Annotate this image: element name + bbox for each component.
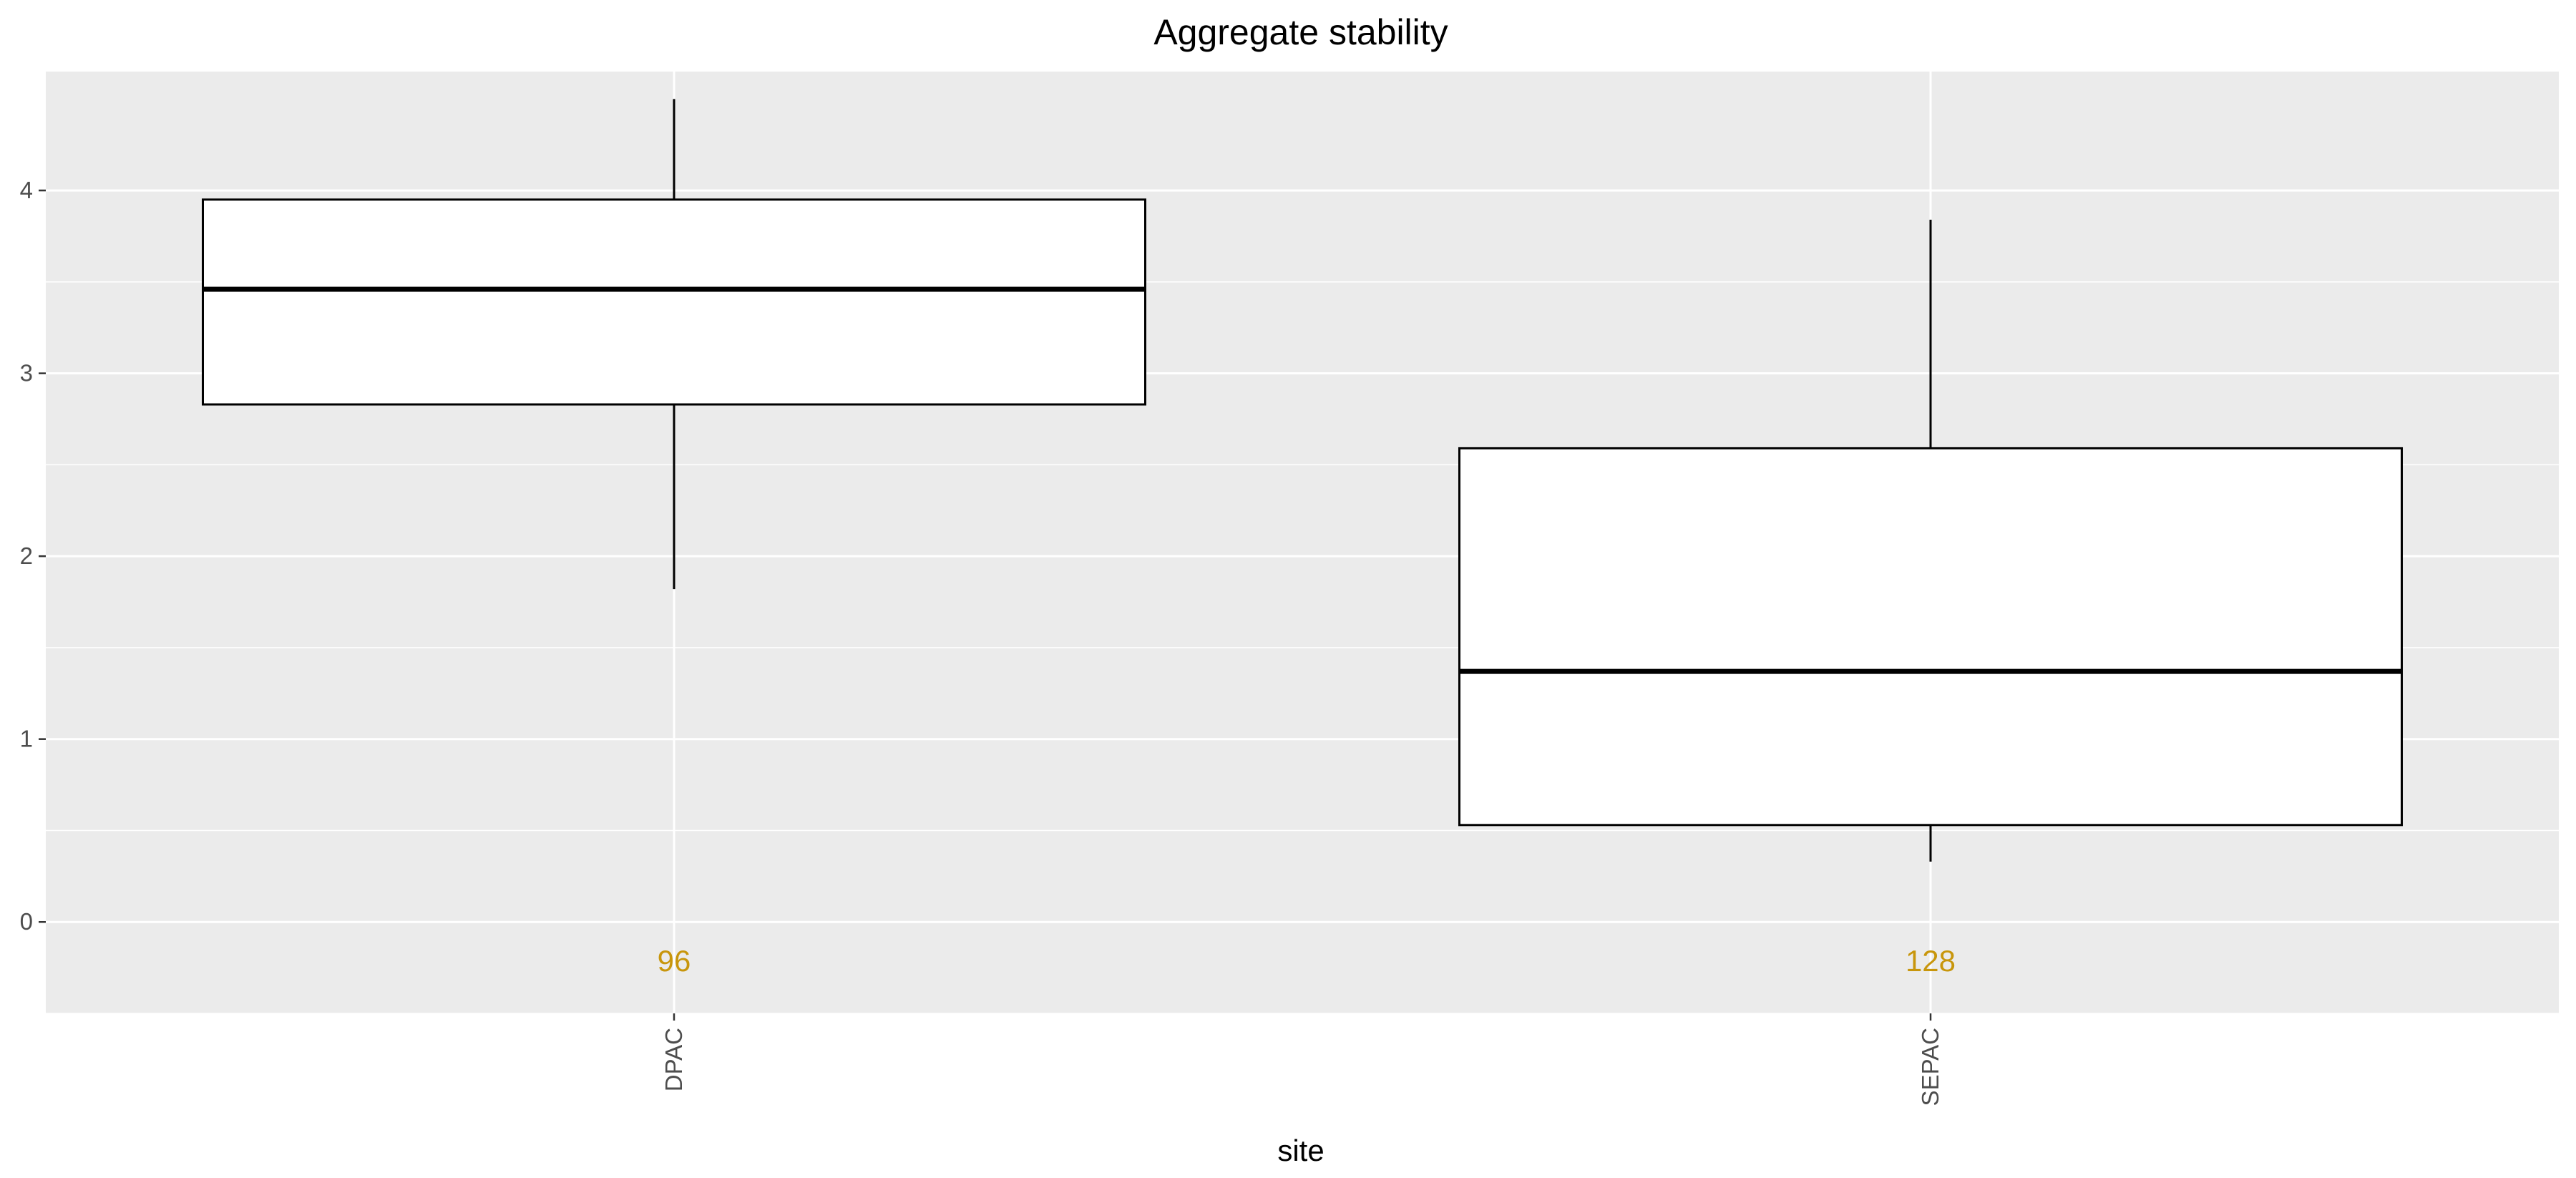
box-dpac: [202, 99, 1146, 590]
chart-title: Aggregate stability: [1153, 12, 1448, 52]
count-label-sepac: 128: [1906, 944, 1956, 978]
y-tick-label: 0: [20, 908, 33, 935]
boxes: [202, 99, 2403, 862]
iqr-box: [202, 198, 1146, 406]
y-tick-label: 1: [20, 726, 33, 752]
iqr-box: [1458, 447, 2403, 827]
y-tick-label: 4: [20, 177, 33, 203]
count-label-dpac: 96: [658, 944, 691, 978]
x-axis: DPAC SEPAC: [660, 1013, 1943, 1106]
y-axis: 0 1 2 3 4: [20, 177, 46, 935]
box-sepac: [1458, 219, 2403, 862]
y-tick-label: 3: [20, 360, 33, 386]
x-tick-label: SEPAC: [1917, 1028, 1943, 1106]
count-labels: 96 128: [658, 944, 1956, 978]
y-tick-label: 2: [20, 542, 33, 569]
x-tick-label: DPAC: [660, 1028, 687, 1091]
x-axis-label: site: [1277, 1134, 1324, 1167]
